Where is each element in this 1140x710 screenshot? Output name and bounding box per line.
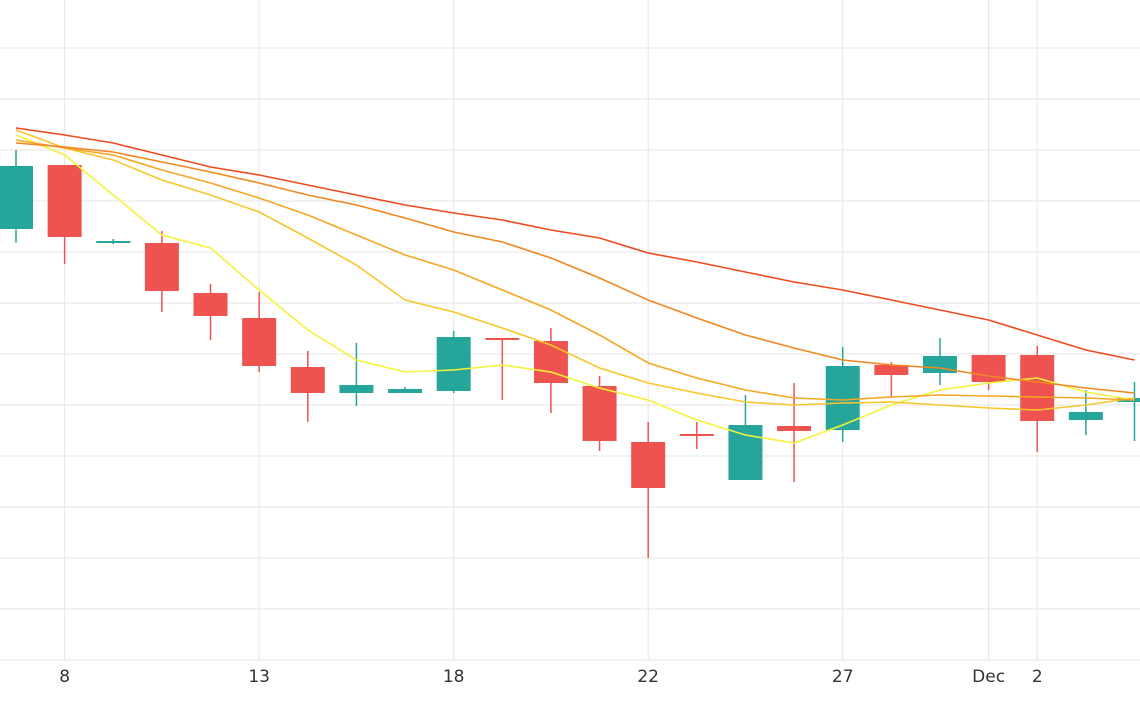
x-tick-label: 2 (1032, 667, 1043, 687)
x-tick-label: 18 (443, 667, 465, 687)
candle-body (777, 426, 812, 431)
candle-body (242, 318, 277, 366)
candle-body (193, 293, 228, 316)
moving-average-line (15, 134, 1135, 444)
candle-body (728, 425, 763, 480)
moving-average-line (15, 139, 1135, 401)
candle-body (874, 365, 909, 375)
candle-body (96, 241, 131, 243)
candle-body (1068, 412, 1103, 420)
candle-body (485, 338, 520, 340)
x-tick-label: Dec (972, 667, 1005, 687)
moving-average-line (15, 142, 1135, 394)
x-tick-label: 22 (637, 667, 659, 687)
candle-body (1020, 355, 1055, 421)
candle-body (144, 243, 179, 291)
candle-body (388, 389, 423, 393)
candle-body (825, 366, 860, 430)
candle-body (0, 166, 33, 229)
x-tick-label: 13 (248, 667, 270, 687)
x-tick-label: 27 (832, 667, 854, 687)
candle-body (339, 385, 374, 393)
moving-average-line (15, 129, 1135, 411)
candle-body (582, 386, 617, 441)
moving-average-line (15, 127, 1135, 361)
candle-body (631, 442, 666, 488)
candle-body (47, 165, 82, 237)
candle-body (679, 434, 714, 436)
candle-body (290, 367, 325, 393)
x-tick-label: 8 (59, 667, 70, 687)
candle-body (436, 337, 471, 391)
